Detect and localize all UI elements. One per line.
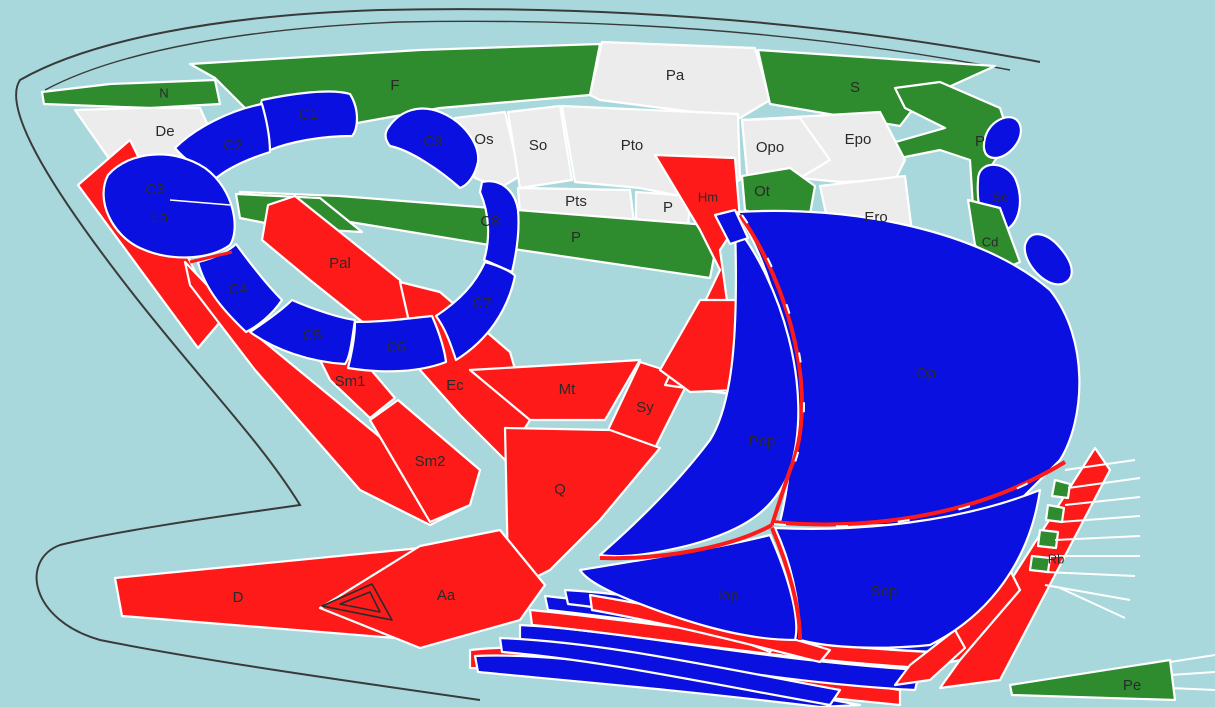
label-op: Op [916,365,936,382]
label-sc: Sc [992,189,1008,204]
label-cd: Cd [982,234,999,249]
label-sop: Sop [871,583,898,600]
label-pe: Pe [1123,677,1141,694]
label-la: La [152,209,169,226]
postcleithrum-green-3 [1036,528,1060,550]
circumorbital-c7 [434,260,517,362]
label-c7: C7 [472,295,491,312]
label-d: D [233,589,244,606]
hyomandibular-blue-tip [713,208,750,246]
posterior-scales [966,116,1073,286]
seam-op-sop [771,460,1067,527]
fin-ray [1059,587,1126,619]
label-ec: Ec [446,377,464,394]
fin-ray [1044,571,1136,577]
labels: N F Pa S De C1 C2 C3 La C9 Os So Pto Opo… [145,67,1141,694]
fin-ray [1169,654,1215,663]
nasal-bone [40,78,222,110]
label-pa: Pa [666,67,685,84]
fin-ray [1044,584,1131,601]
label-c9: C9 [423,133,442,150]
label-hm: Hm [698,189,718,204]
branchiostegal-8 [498,636,842,707]
label-c5: C5 [302,327,321,344]
seam-iop-sop [770,527,802,641]
circumorbital-ring [102,90,520,373]
label-aa: Aa [437,587,456,604]
label-q: Q [554,481,566,498]
label-rb: Rb [1048,551,1065,566]
seam-white-2 [773,463,1063,528]
label-pal: Pal [329,255,351,272]
label-de: De [155,123,174,140]
fin-ray [1169,671,1215,676]
pelvic-bone [1008,658,1177,702]
parietal-bone [588,40,772,120]
retroarticular-inner [339,591,381,613]
label-sm2: Sm2 [415,453,446,470]
circumorbital-c3-lacrimal [102,153,236,259]
label-pto: Pto [621,137,644,154]
seam-pop-iop [599,523,773,561]
circumorbital-c8 [478,180,520,274]
label-ero: Ero [864,209,887,226]
fin-ray [1064,459,1136,471]
label-c8: C8 [480,213,499,230]
seam-op-pop [738,213,804,526]
label-os: Os [474,131,493,148]
head-outline-inner [44,20,1011,91]
scale-3 [1023,233,1073,286]
circumorbital-c6 [346,314,448,373]
fin-rays [1044,459,1215,691]
circumorbital-c9 [384,107,480,190]
label-mt: Mt [559,381,576,398]
label-pt: P [975,133,985,150]
fin-ray [1169,687,1215,691]
cleithrum-red-3 [893,628,967,687]
label-sm1: Sm1 [335,373,366,390]
label-c6: C6 [386,339,405,356]
label-epo: Epo [845,131,872,148]
opercular-series [578,208,1081,649]
head-outline [15,8,1041,701]
fin-ray [1064,496,1141,506]
label-s: S [850,79,860,96]
fin-ray [1059,515,1141,523]
circumorbital-c5 [248,298,357,366]
fin-ray [1067,477,1141,489]
postcleithrum-green-2 [1044,503,1066,524]
opisthotic-bone [740,116,832,184]
label-n: N [159,85,168,100]
label-sy: Sy [636,399,654,416]
label-c3: C3 [145,181,164,198]
supramaxilla-2 [368,398,482,524]
circumorbital-c4 [196,242,284,334]
label-p: P [571,229,581,246]
angular-bone [318,528,547,650]
postcleithrum-green-1 [1050,478,1072,500]
supratemporal-bone [756,48,997,128]
sphenotic-bone [506,104,574,190]
label-p-small: P [663,199,673,216]
label-f: F [390,77,399,94]
preopercle-bone [598,223,800,558]
label-c4: C4 [228,281,247,298]
label-c2: C2 [223,137,242,154]
label-so: So [529,137,547,154]
label-ot: Ot [754,183,771,200]
metapterygoid-bone [468,358,642,422]
label-opo: Opo [756,139,784,156]
red-seam-c3-c4 [189,250,233,264]
label-c1: C1 [298,106,317,123]
label-pts: Pts [565,193,587,210]
label-pop: Pop [749,433,776,450]
lacrimal-seam [169,199,231,206]
scale-1 [982,116,1022,160]
label-iop: Iop [718,587,739,604]
fin-ray [1054,535,1141,541]
